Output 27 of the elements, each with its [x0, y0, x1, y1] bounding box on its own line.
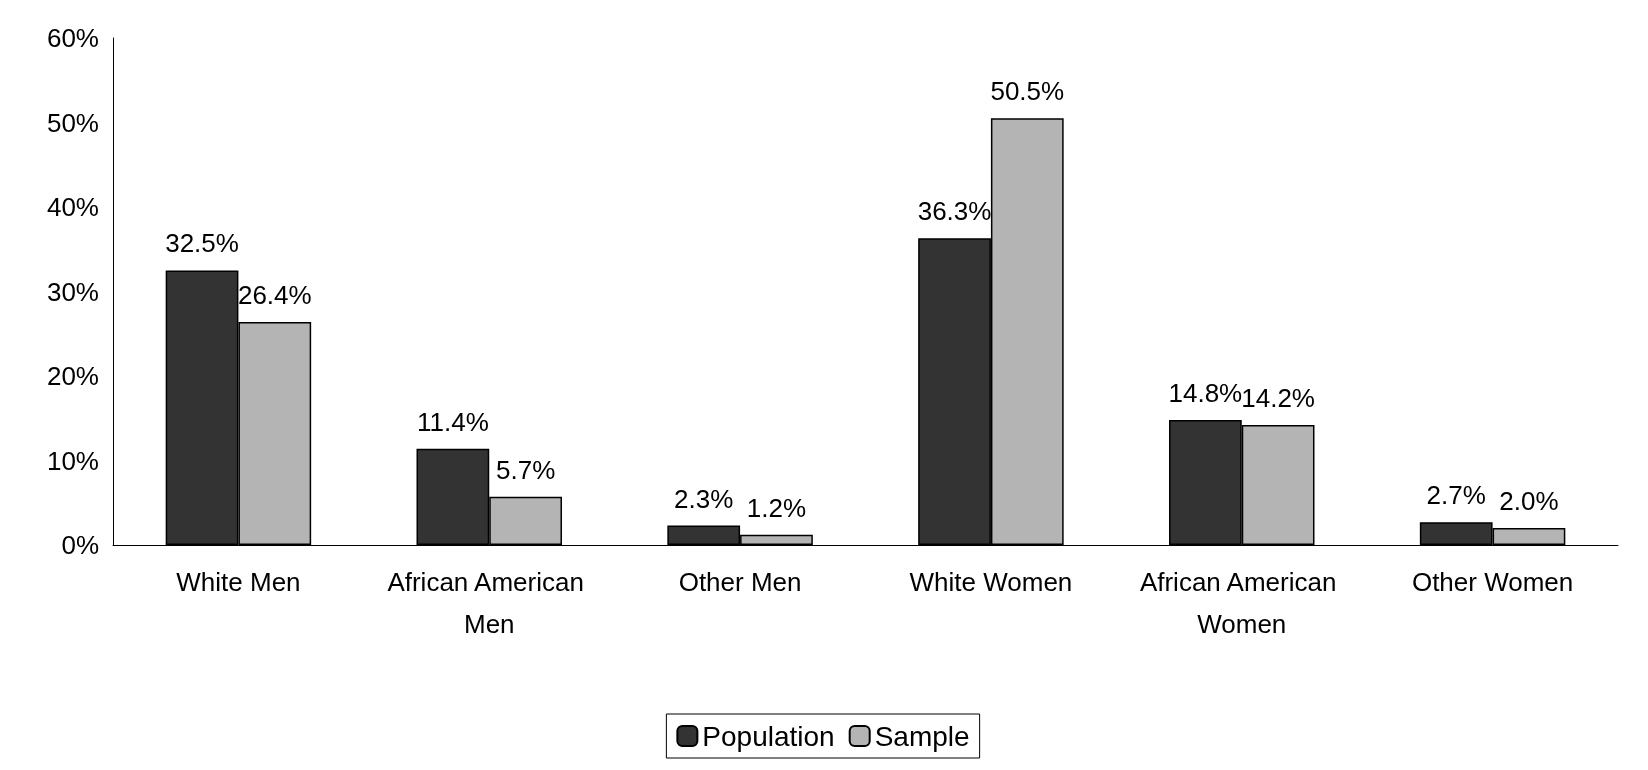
data-label: 2.7% [1426, 480, 1486, 511]
x-tick-label: African American Women [1139, 567, 1344, 639]
legend-label: Population [702, 720, 835, 752]
data-label: 11.4% [416, 406, 489, 437]
data-label: 32.5% [165, 228, 239, 259]
data-label: 5.7% [495, 454, 556, 485]
x-tick-label: White Men [176, 567, 301, 597]
x-tick-label: African American Men [387, 567, 592, 639]
legend-label: Sample [874, 720, 970, 752]
data-label: 36.3% [917, 196, 992, 227]
x-tick-label: Other Men [678, 567, 802, 597]
y-tick-label: 60% [46, 23, 99, 53]
y-tick-label: 20% [46, 361, 99, 391]
y-tick-label: 10% [46, 445, 99, 476]
y-tick-label: 40% [46, 192, 99, 222]
data-label: 26.4% [237, 279, 312, 310]
data-label: 14.8% [1168, 377, 1243, 408]
data-label: 1.2% [746, 492, 807, 523]
data-label: 50.5% [990, 76, 1065, 107]
data-label: 2.3% [674, 483, 734, 514]
x-tick-label: White Women [909, 567, 1073, 597]
y-tick-label: 50% [46, 107, 99, 138]
data-label: 2.0% [1499, 486, 1559, 517]
data-label: 14.2% [1241, 383, 1315, 414]
y-tick-label: 30% [46, 276, 99, 307]
x-tick-label: Other Women [1411, 567, 1574, 597]
y-tick-label: 0% [61, 530, 99, 560]
